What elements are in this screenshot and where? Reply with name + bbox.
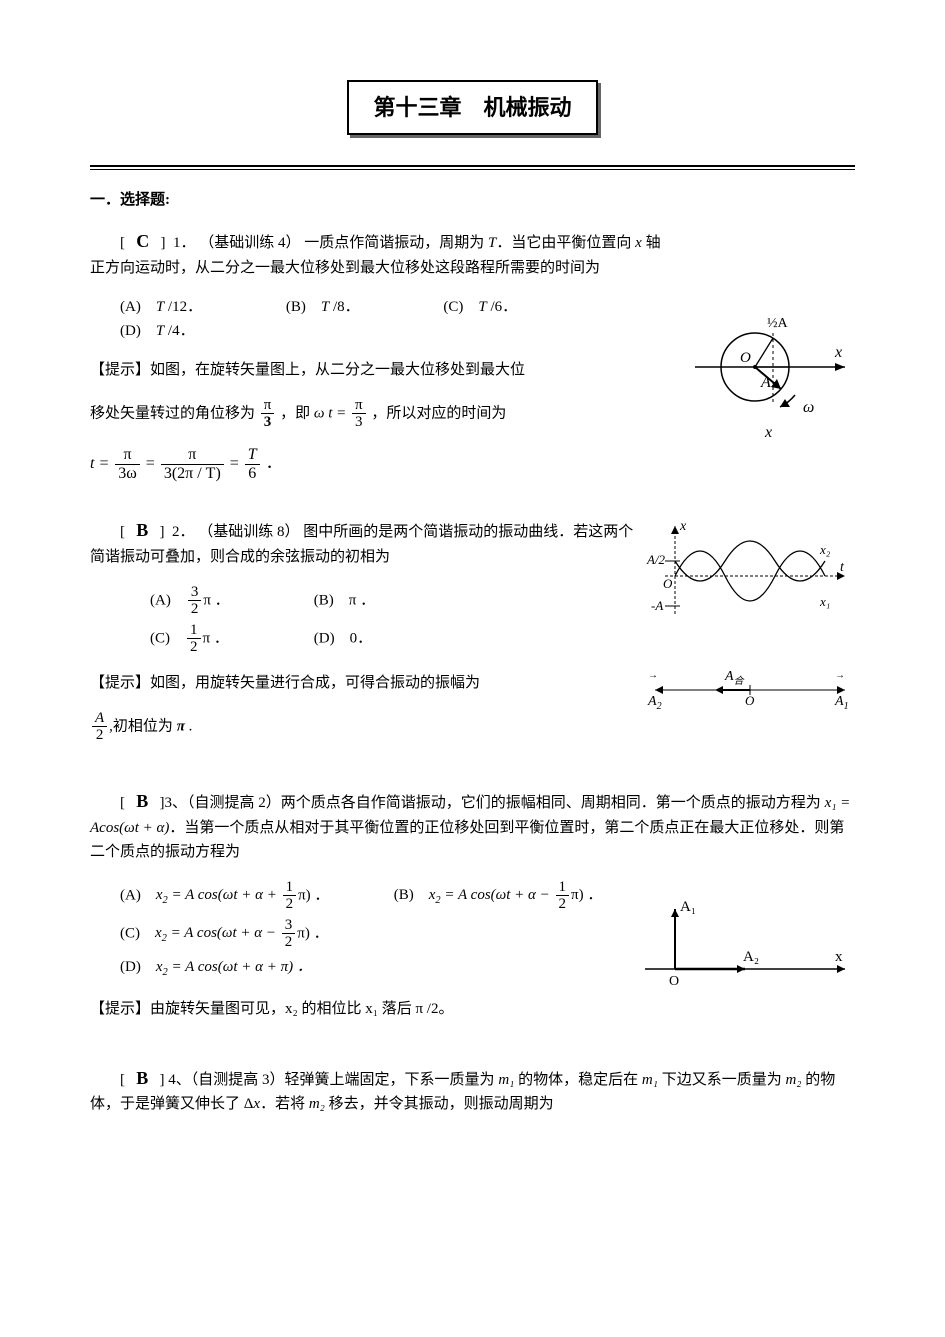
svg-text:O: O bbox=[669, 974, 679, 989]
svg-text:O: O bbox=[663, 576, 673, 591]
svg-text:A合: A合 bbox=[724, 669, 745, 687]
svg-text:x: x bbox=[835, 949, 843, 965]
svg-text:½A: ½A bbox=[767, 316, 789, 331]
svg-text:x: x bbox=[679, 519, 687, 534]
svg-text:A1: A1 bbox=[834, 694, 849, 710]
section-heading: 一．选择题: bbox=[90, 188, 855, 212]
q3-hint: 【提示】由旋转矢量图可见，x₂ 的相位比 x₁ 落后 π /2。 bbox=[90, 997, 855, 1021]
divider-thick bbox=[90, 165, 855, 167]
svg-text:x₂: x₂ bbox=[819, 542, 831, 557]
problem-1: ½A A O x ω x [ C ] 1． （基础训练 4） 一质点作简谐振动，… bbox=[90, 227, 855, 488]
q2-hint-2: A2,初相位为 π . bbox=[90, 710, 855, 744]
chapter-title: 第十三章 机械振动 bbox=[347, 80, 597, 135]
svg-text:A₁: A₁ bbox=[680, 899, 696, 915]
svg-text:x: x bbox=[764, 424, 772, 441]
q3-stem: [ B ]3、（自测提高 2）两个质点各自作简谐振动，它们的振幅相同、周期相同．… bbox=[90, 787, 855, 864]
problem-2: x t A/2 -A O x₂ x₁ [ B ] 2． （基础训练 8） 图中所… bbox=[90, 516, 855, 759]
svg-text:→: → bbox=[835, 670, 845, 681]
divider-thin bbox=[90, 169, 855, 170]
svg-text:A2: A2 bbox=[647, 694, 662, 710]
svg-text:O: O bbox=[745, 693, 755, 708]
svg-text:-A: -A bbox=[651, 598, 663, 613]
svg-text:O: O bbox=[740, 350, 751, 366]
svg-text:A/2: A/2 bbox=[646, 552, 666, 567]
svg-text:→: → bbox=[648, 670, 658, 681]
problem-4: [ B ] 4、（自测提高 3）轻弹簧上端固定，下系一质量为 m₁ 的物体，稳定… bbox=[90, 1064, 855, 1117]
svg-text:ω: ω bbox=[803, 399, 814, 416]
q3-diagram: A₁ A₂ x O bbox=[625, 899, 855, 989]
q2-wave-diagram: x t A/2 -A O x₂ x₁ bbox=[645, 516, 855, 636]
q1-stem: [ C ] 1． （基础训练 4） 一质点作简谐振动，周期为 T．当它由平衡位置… bbox=[90, 227, 855, 280]
problem-3: [ B ]3、（自测提高 2）两个质点各自作简谐振动，它们的振幅相同、周期相同．… bbox=[90, 787, 855, 1036]
svg-text:x₁: x₁ bbox=[819, 594, 830, 609]
svg-text:A₂: A₂ bbox=[743, 949, 759, 965]
q4-stem: [ B ] 4、（自测提高 3）轻弹簧上端固定，下系一质量为 m₁ 的物体，稳定… bbox=[90, 1064, 855, 1117]
q1-diagram: ½A A O x ω x bbox=[685, 307, 855, 457]
svg-text:x: x bbox=[834, 344, 842, 361]
q2-vector-diagram: A2 → A合 A1 → O bbox=[645, 660, 855, 710]
svg-text:t: t bbox=[840, 560, 845, 575]
svg-text:A: A bbox=[760, 374, 771, 391]
